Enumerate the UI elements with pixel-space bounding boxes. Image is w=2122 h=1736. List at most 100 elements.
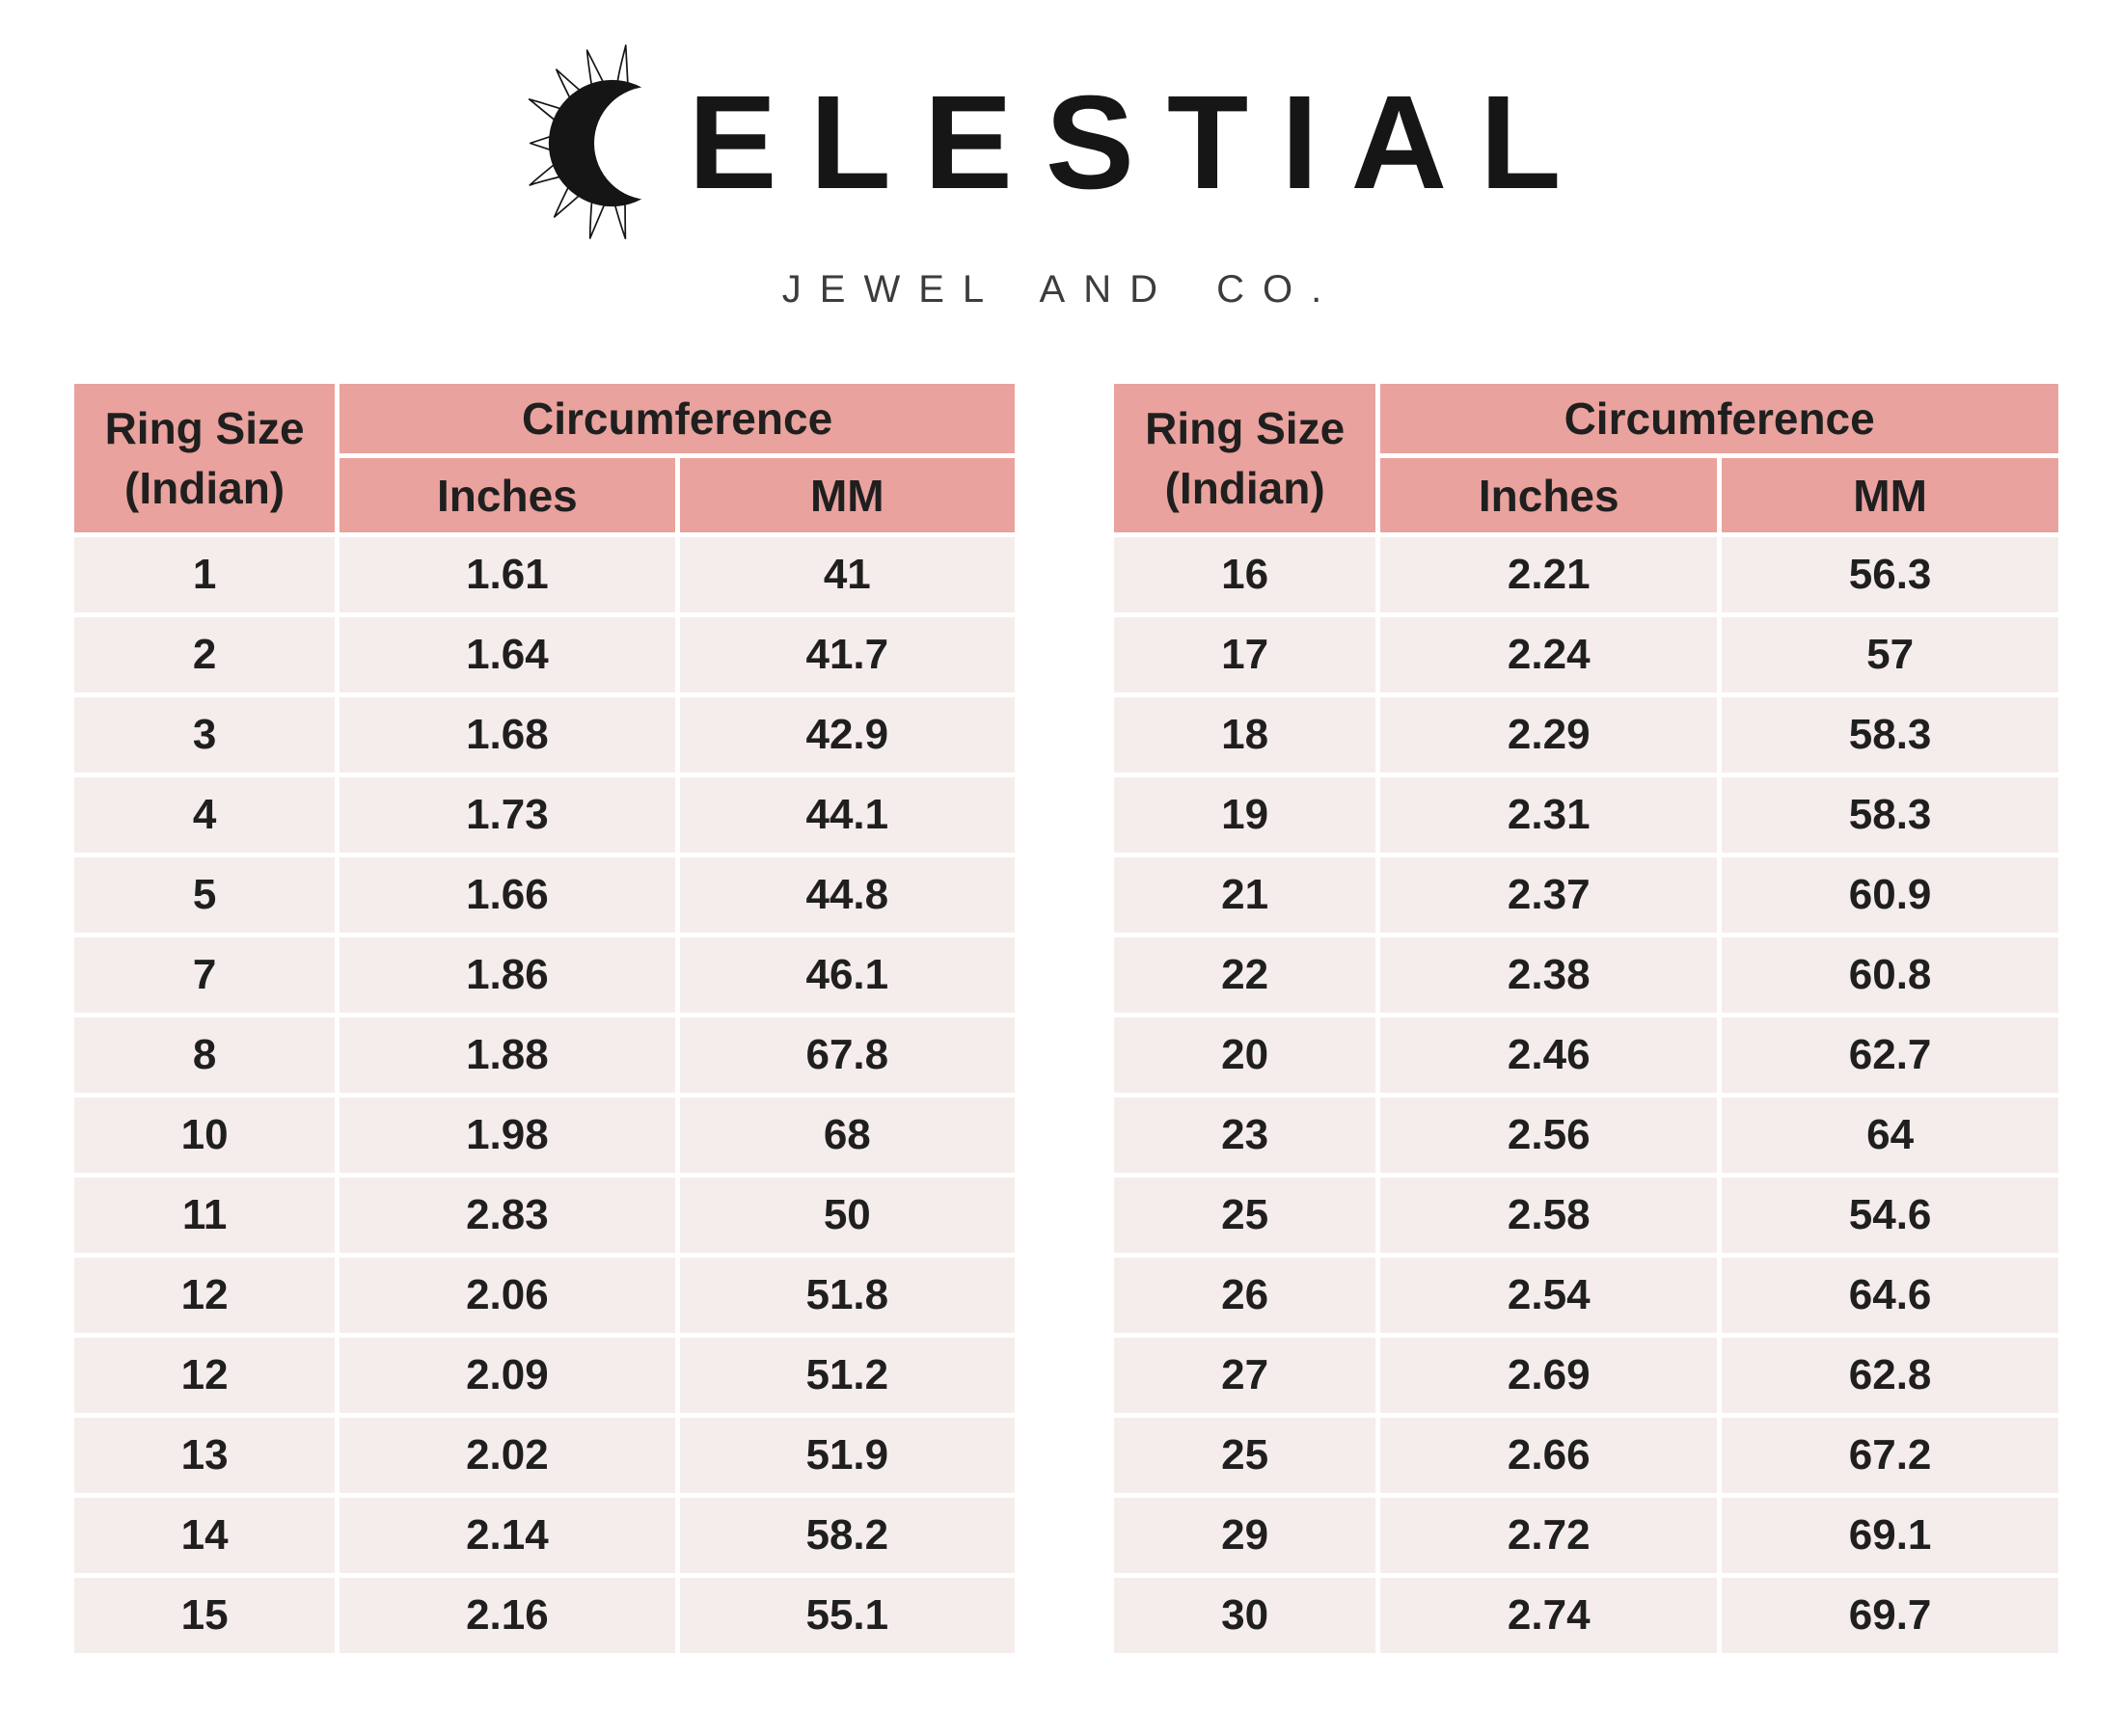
ring-size-cell: 25: [1114, 1178, 1376, 1253]
table-subheader-row: Inches MM: [1114, 458, 2058, 532]
ring-size-cell: 20: [1114, 1017, 1376, 1093]
table-row: 21 2.37 60.9: [1114, 857, 2058, 933]
table-row: 4 1.73 44.1: [74, 777, 1015, 853]
table-row: 8 1.88 67.8: [74, 1017, 1015, 1093]
brand-wordmark: ELESTIAL: [688, 68, 1594, 217]
table-row: 20 2.46 62.7: [1114, 1017, 2058, 1093]
inches-cell: 2.29: [1380, 697, 1718, 773]
inches-cell: 1.66: [340, 857, 675, 933]
size-chart-tables: Ring Size (Indian) Circumference Inches …: [0, 379, 2122, 1658]
table-row: 22 2.38 60.8: [1114, 937, 2058, 1013]
ring-size-cell: 11: [74, 1178, 336, 1253]
ring-size-header-cell: Ring Size (Indian): [74, 384, 336, 532]
inches-cell: 2.09: [340, 1338, 675, 1413]
mm-cell: 58.3: [1722, 777, 2058, 853]
table-row: 7 1.86 46.1: [74, 937, 1015, 1013]
table-row: 12 2.06 51.8: [74, 1258, 1015, 1333]
ring-size-cell: 23: [1114, 1098, 1376, 1173]
ring-size-cell: 13: [74, 1418, 336, 1493]
mm-cell: 67.8: [679, 1017, 1015, 1093]
inches-cell: 2.24: [1380, 617, 1718, 692]
inches-cell: 2.06: [340, 1258, 675, 1333]
table-row: 18 2.29 58.3: [1114, 697, 2058, 773]
inches-cell: 2.16: [340, 1578, 675, 1653]
ring-size-cell: 30: [1114, 1578, 1376, 1653]
ring-size-cell: 2: [74, 617, 336, 692]
ring-size-cell: 21: [1114, 857, 1376, 933]
table-row: 19 2.31 58.3: [1114, 777, 2058, 853]
mm-cell: 42.9: [679, 697, 1015, 773]
table-row: 13 2.02 51.9: [74, 1418, 1015, 1493]
inches-cell: 2.54: [1380, 1258, 1718, 1333]
table-row: 25 2.66 67.2: [1114, 1418, 2058, 1493]
inches-cell: 2.31: [1380, 777, 1718, 853]
inches-cell: 1.88: [340, 1017, 675, 1093]
ring-size-table-left: Ring Size (Indian) Circumference Inches …: [69, 379, 1020, 1658]
ring-size-header-cell: Ring Size (Indian): [1114, 384, 1376, 532]
ring-size-header-line1: Ring Size: [1145, 402, 1346, 453]
table-row: 2 1.64 41.7: [74, 617, 1015, 692]
mm-cell: 56.3: [1722, 537, 2058, 612]
ring-size-table-right: Ring Size (Indian) Circumference Inches …: [1109, 379, 2063, 1658]
ring-size-cell: 18: [1114, 697, 1376, 773]
inches-cell: 1.86: [340, 937, 675, 1013]
ring-size-cell: 3: [74, 697, 336, 773]
inches-cell: 2.37: [1380, 857, 1718, 933]
table-row: 1 1.61 41: [74, 537, 1015, 612]
mm-cell: 41.7: [679, 617, 1015, 692]
table-body: 16 2.21 56.3 17 2.24 57 18 2.29 58.3: [1114, 537, 2058, 1653]
ring-size-cell: 10: [74, 1098, 336, 1173]
table-row: 27 2.69 62.8: [1114, 1338, 2058, 1413]
ring-size-cell: 7: [74, 937, 336, 1013]
inches-cell: 2.69: [1380, 1338, 1718, 1413]
mm-cell: 51.8: [679, 1258, 1015, 1333]
table-row: 25 2.58 54.6: [1114, 1178, 2058, 1253]
ring-size-header-line2: (Indian): [124, 463, 286, 513]
inches-header-cell: Inches: [1380, 458, 1718, 532]
table-row: 10 1.98 68: [74, 1098, 1015, 1173]
inches-cell: 2.56: [1380, 1098, 1718, 1173]
mm-cell: 69.7: [1722, 1578, 2058, 1653]
mm-cell: 60.9: [1722, 857, 2058, 933]
inches-cell: 2.46: [1380, 1017, 1718, 1093]
crescent-sun-icon: [529, 43, 676, 239]
mm-cell: 68: [679, 1098, 1015, 1173]
mm-cell: 44.1: [679, 777, 1015, 853]
mm-cell: 46.1: [679, 937, 1015, 1013]
table-row: 16 2.21 56.3: [1114, 537, 2058, 612]
inches-cell: 2.66: [1380, 1418, 1718, 1493]
table-row: 29 2.72 69.1: [1114, 1498, 2058, 1573]
mm-cell: 67.2: [1722, 1418, 2058, 1493]
inches-cell: 1.98: [340, 1098, 675, 1173]
mm-cell: 58.3: [1722, 697, 2058, 773]
inches-cell: 1.68: [340, 697, 675, 773]
brand-logo: ELESTIAL: [0, 23, 2122, 262]
mm-cell: 41: [679, 537, 1015, 612]
ring-size-cell: 1: [74, 537, 336, 612]
ring-size-cell: 15: [74, 1578, 336, 1653]
inches-cell: 2.58: [1380, 1178, 1718, 1253]
ring-size-cell: 26: [1114, 1258, 1376, 1333]
inches-cell: 1.64: [340, 617, 675, 692]
table-subheader-row: Inches MM: [74, 458, 1015, 532]
inches-cell: 2.38: [1380, 937, 1718, 1013]
ring-size-cell: 8: [74, 1017, 336, 1093]
table-row: 3 1.68 42.9: [74, 697, 1015, 773]
table-row: 5 1.66 44.8: [74, 857, 1015, 933]
mm-cell: 44.8: [679, 857, 1015, 933]
mm-cell: 57: [1722, 617, 2058, 692]
mm-header-cell: MM: [679, 458, 1015, 532]
ring-size-cell: 27: [1114, 1338, 1376, 1413]
ring-size-cell: 29: [1114, 1498, 1376, 1573]
inches-cell: 2.72: [1380, 1498, 1718, 1573]
ring-size-cell: 22: [1114, 937, 1376, 1013]
inches-header-cell: Inches: [340, 458, 675, 532]
circumference-header-cell: Circumference: [1380, 384, 2058, 453]
table-row: 12 2.09 51.2: [74, 1338, 1015, 1413]
ring-size-cell: 25: [1114, 1418, 1376, 1493]
table-header-row: Ring Size (Indian) Circumference: [74, 384, 1015, 532]
ring-size-cell: 14: [74, 1498, 336, 1573]
mm-cell: 54.6: [1722, 1178, 2058, 1253]
inches-cell: 2.21: [1380, 537, 1718, 612]
